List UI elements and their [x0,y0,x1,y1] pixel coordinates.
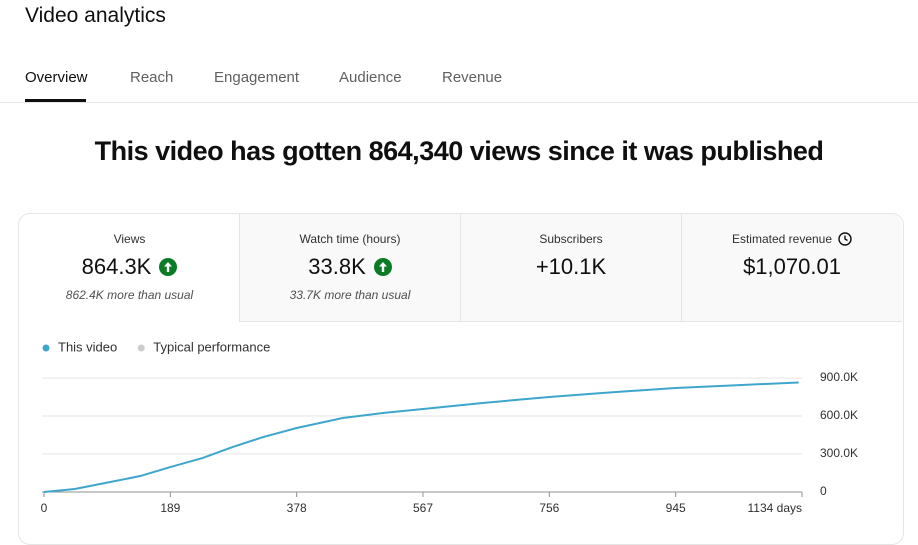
legend-label: Typical performance [153,339,270,354]
tab-indicator [25,99,86,102]
metric-value: 864.3K [81,254,152,279]
metric-card[interactable]: Estimated revenue $1,070.01 [681,214,902,322]
metric-label: Estimated revenue [731,232,833,246]
x-tick-label: 189 [160,501,180,515]
tab[interactable]: Reach [130,69,174,86]
x-tick-label: 567 [413,501,433,515]
metric-value: $1,070.01 [743,254,841,279]
tab[interactable]: Overview [25,69,88,86]
y-tick-label: 0 [820,484,827,498]
tab[interactable]: Revenue [442,69,503,86]
x-tick-label: 1134 days [748,501,803,515]
metric-note: 33.7K more than usual [289,288,411,302]
divider [0,102,918,103]
metric-card[interactable]: Views 864.3K 862.4K more than usual [19,214,240,322]
metric-label: Views [113,232,146,246]
up-icon [373,258,392,276]
y-tick-label: 900.0K [820,370,858,384]
tab[interactable]: Engagement [214,69,300,86]
legend-label: This video [58,339,117,354]
headline: This video has gotten 864,340 views sinc… [94,136,824,166]
series-line [43,381,799,493]
x-tick-label: 945 [666,501,686,515]
metric-card[interactable]: Subscribers +10.1K [460,214,681,322]
x-tick-label: 378 [287,501,307,515]
y-tick-label: 300.0K [820,446,858,460]
metric-label: Subscribers [539,232,603,246]
metric-value: +10.1K [535,254,607,279]
page-title: Video analytics [25,4,166,27]
clock-icon [838,232,852,246]
y-tick-label: 600.0K [820,408,858,422]
chart: This video Typical performance 0 300.0K 600.… [41,339,858,515]
legend-dot [42,344,50,352]
up-icon [159,258,178,276]
x-tick-label: 756 [539,501,559,515]
metric-label: Watch time (hours) [299,232,401,246]
tab[interactable]: Audience [339,69,402,86]
metric-value: 33.8K [308,254,366,279]
legend-dot [137,344,145,352]
x-tick-label: 0 [41,501,48,515]
metric-card[interactable]: Watch time (hours) 33.8K 33.7K more than… [239,214,460,322]
page: Video analytics Overview Reach Engagemen… [0,4,918,545]
metric-note: 862.4K more than usual [65,288,194,302]
